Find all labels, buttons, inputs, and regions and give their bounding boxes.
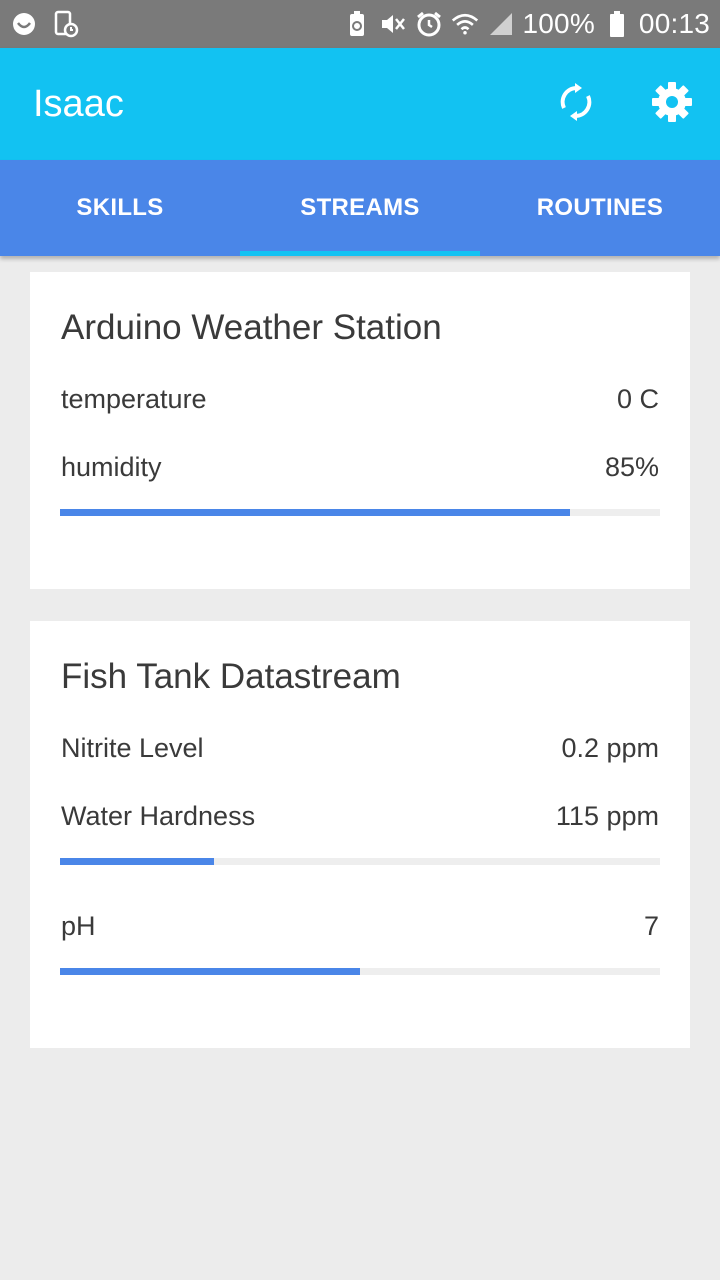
tab-bar: SKILLS STREAMS ROUTINES (0, 160, 720, 256)
stream-title: Arduino Weather Station (61, 308, 442, 347)
progress-fill (60, 858, 215, 865)
status-bar: 100% 00:13 (0, 0, 720, 48)
alarm-icon (415, 10, 443, 38)
progress-fill (60, 968, 360, 975)
progress-fill (60, 509, 570, 516)
stream-row-nitrite-level: Nitrite Level 0.2 ppm (61, 733, 659, 764)
humidity-progress-bar (60, 509, 660, 516)
mute-vibrate-icon (379, 10, 407, 38)
stream-row-humidity: humidity 85% (61, 452, 659, 483)
refresh-button[interactable] (552, 80, 600, 128)
row-value: 0 C (616, 384, 659, 414)
tab-label: SKILLS (76, 194, 164, 221)
screenshot-icon (52, 10, 80, 38)
signal-icon (487, 10, 515, 38)
wifi-icon (451, 10, 479, 38)
row-label: temperature (61, 384, 207, 414)
tab-streams[interactable]: STREAMS (240, 160, 480, 256)
ph-progress-bar (60, 968, 660, 975)
row-label: Water Hardness (61, 801, 256, 831)
water-hardness-progress-bar (60, 858, 660, 865)
row-value: 85% (604, 452, 659, 482)
clock: 00:13 (638, 8, 710, 39)
battery-percent: 100% (522, 8, 595, 39)
tab-label: STREAMS (300, 194, 420, 221)
battery-icon (603, 10, 631, 38)
row-label: Nitrite Level (61, 733, 204, 763)
stream-row-temperature: temperature 0 C (61, 384, 659, 415)
refresh-icon (556, 82, 596, 127)
smiley-icon (10, 10, 38, 38)
row-label: pH (61, 911, 96, 941)
stream-card-fish-tank[interactable]: Fish Tank Datastream Nitrite Level 0.2 p… (30, 621, 690, 1048)
stream-row-water-hardness: Water Hardness 115 ppm (61, 801, 659, 832)
row-value: 115 ppm (555, 801, 659, 831)
stream-title: Fish Tank Datastream (61, 657, 401, 696)
app-title: Isaac (33, 82, 124, 125)
row-label: humidity (61, 452, 162, 482)
settings-button[interactable] (648, 80, 696, 128)
stream-card-weather-station[interactable]: Arduino Weather Station temperature 0 C … (30, 272, 690, 589)
tab-skills[interactable]: SKILLS (0, 160, 240, 256)
tab-selected-indicator (240, 251, 480, 256)
row-value: 0.2 ppm (561, 733, 659, 763)
stream-row-ph: pH 7 (61, 911, 659, 942)
row-value: 7 (643, 911, 659, 941)
tab-label: ROUTINES (536, 194, 664, 221)
tab-routines[interactable]: ROUTINES (480, 160, 720, 256)
app-bar: Isaac (0, 48, 720, 160)
settings-icon (651, 81, 693, 128)
battery-saver-icon (343, 10, 371, 38)
